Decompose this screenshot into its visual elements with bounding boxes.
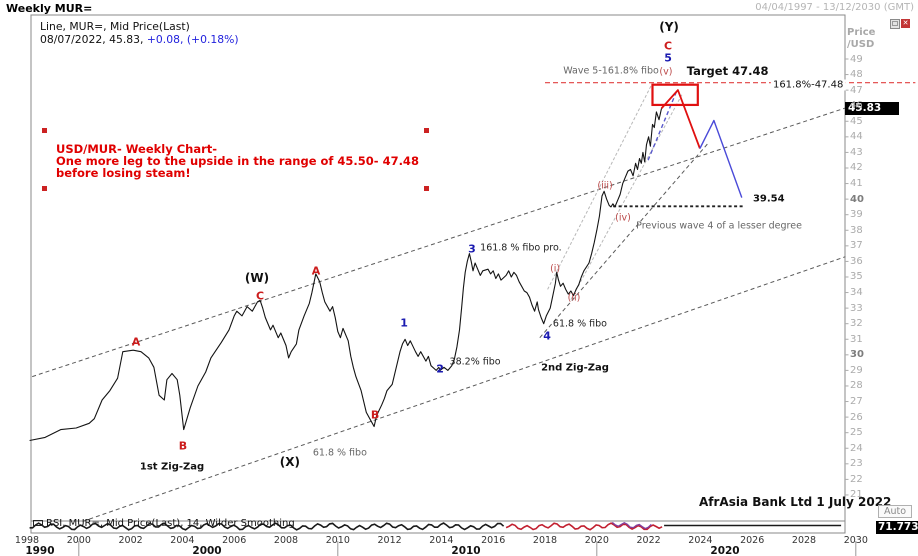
annotation-handle[interactable]: [42, 128, 47, 133]
note-annotation[interactable]: USD/MUR- Weekly Chart- One more leg to t…: [56, 143, 419, 179]
annotation-handle[interactable]: [42, 186, 47, 191]
restore-icon[interactable]: [890, 19, 900, 29]
annotation-handle[interactable]: [424, 128, 429, 133]
branding-text: AfrAsia Bank Ltd 1 July 2022: [699, 495, 892, 509]
rsi-value-badge: 71.773: [876, 521, 918, 534]
price-axis-title: Price/USD: [847, 27, 875, 51]
rsi-legend-text: RSI, MUR=, Mid Price(Last), 14, Wilder S…: [46, 518, 295, 529]
inner-mid-trendline[interactable]: [539, 142, 709, 339]
wave5-dashed-projection[interactable]: [647, 89, 678, 161]
rsi-line-rsi_red: [505, 522, 663, 531]
auto-scale-button[interactable]: Auto: [878, 505, 912, 518]
last-price-badge: 45.83: [845, 102, 899, 115]
note-line: USD/MUR- Weekly Chart-: [56, 142, 218, 156]
rsi-legend[interactable]: RSI, MUR=, Mid Price(Last), 14, Wilder S…: [33, 518, 295, 529]
date-range: 04/04/1997 - 13/12/2030 (GMT): [755, 2, 914, 13]
target-box[interactable]: [651, 83, 699, 107]
price-line: [29, 108, 663, 442]
note-line: One more leg to the upside in the range …: [56, 154, 419, 168]
series-legend-values: 08/07/2022, 45.83, +0.08, (+0.18%): [40, 33, 239, 46]
rsi-line-rsi_purple: [611, 521, 652, 530]
legend-change: +0.08, (+0.18%): [146, 33, 239, 46]
rsi-line-rsi_dark: [29, 522, 505, 531]
steep-channel-left[interactable]: [547, 85, 652, 290]
note-line: before losing steam!: [56, 166, 191, 180]
legend-date-price: 08/07/2022, 45.83,: [40, 33, 147, 46]
price-axis-currency: /USD: [847, 39, 875, 50]
red-projection[interactable]: [660, 89, 701, 149]
blue-projection[interactable]: [699, 119, 743, 198]
lower-channel[interactable]: [82, 256, 846, 522]
plot-area[interactable]: [30, 14, 846, 522]
price-axis-unit: Price: [847, 27, 876, 38]
series-legend[interactable]: Line, MUR=, Mid Price(Last): [40, 20, 190, 33]
upper-channel[interactable]: [32, 107, 846, 378]
annotation-handle[interactable]: [424, 186, 429, 191]
rsi-series-icon: [33, 520, 43, 526]
close-icon[interactable]: ✕: [901, 19, 910, 28]
window-title: Weekly MUR=: [6, 2, 93, 15]
steep-channel-right[interactable]: [570, 93, 683, 300]
